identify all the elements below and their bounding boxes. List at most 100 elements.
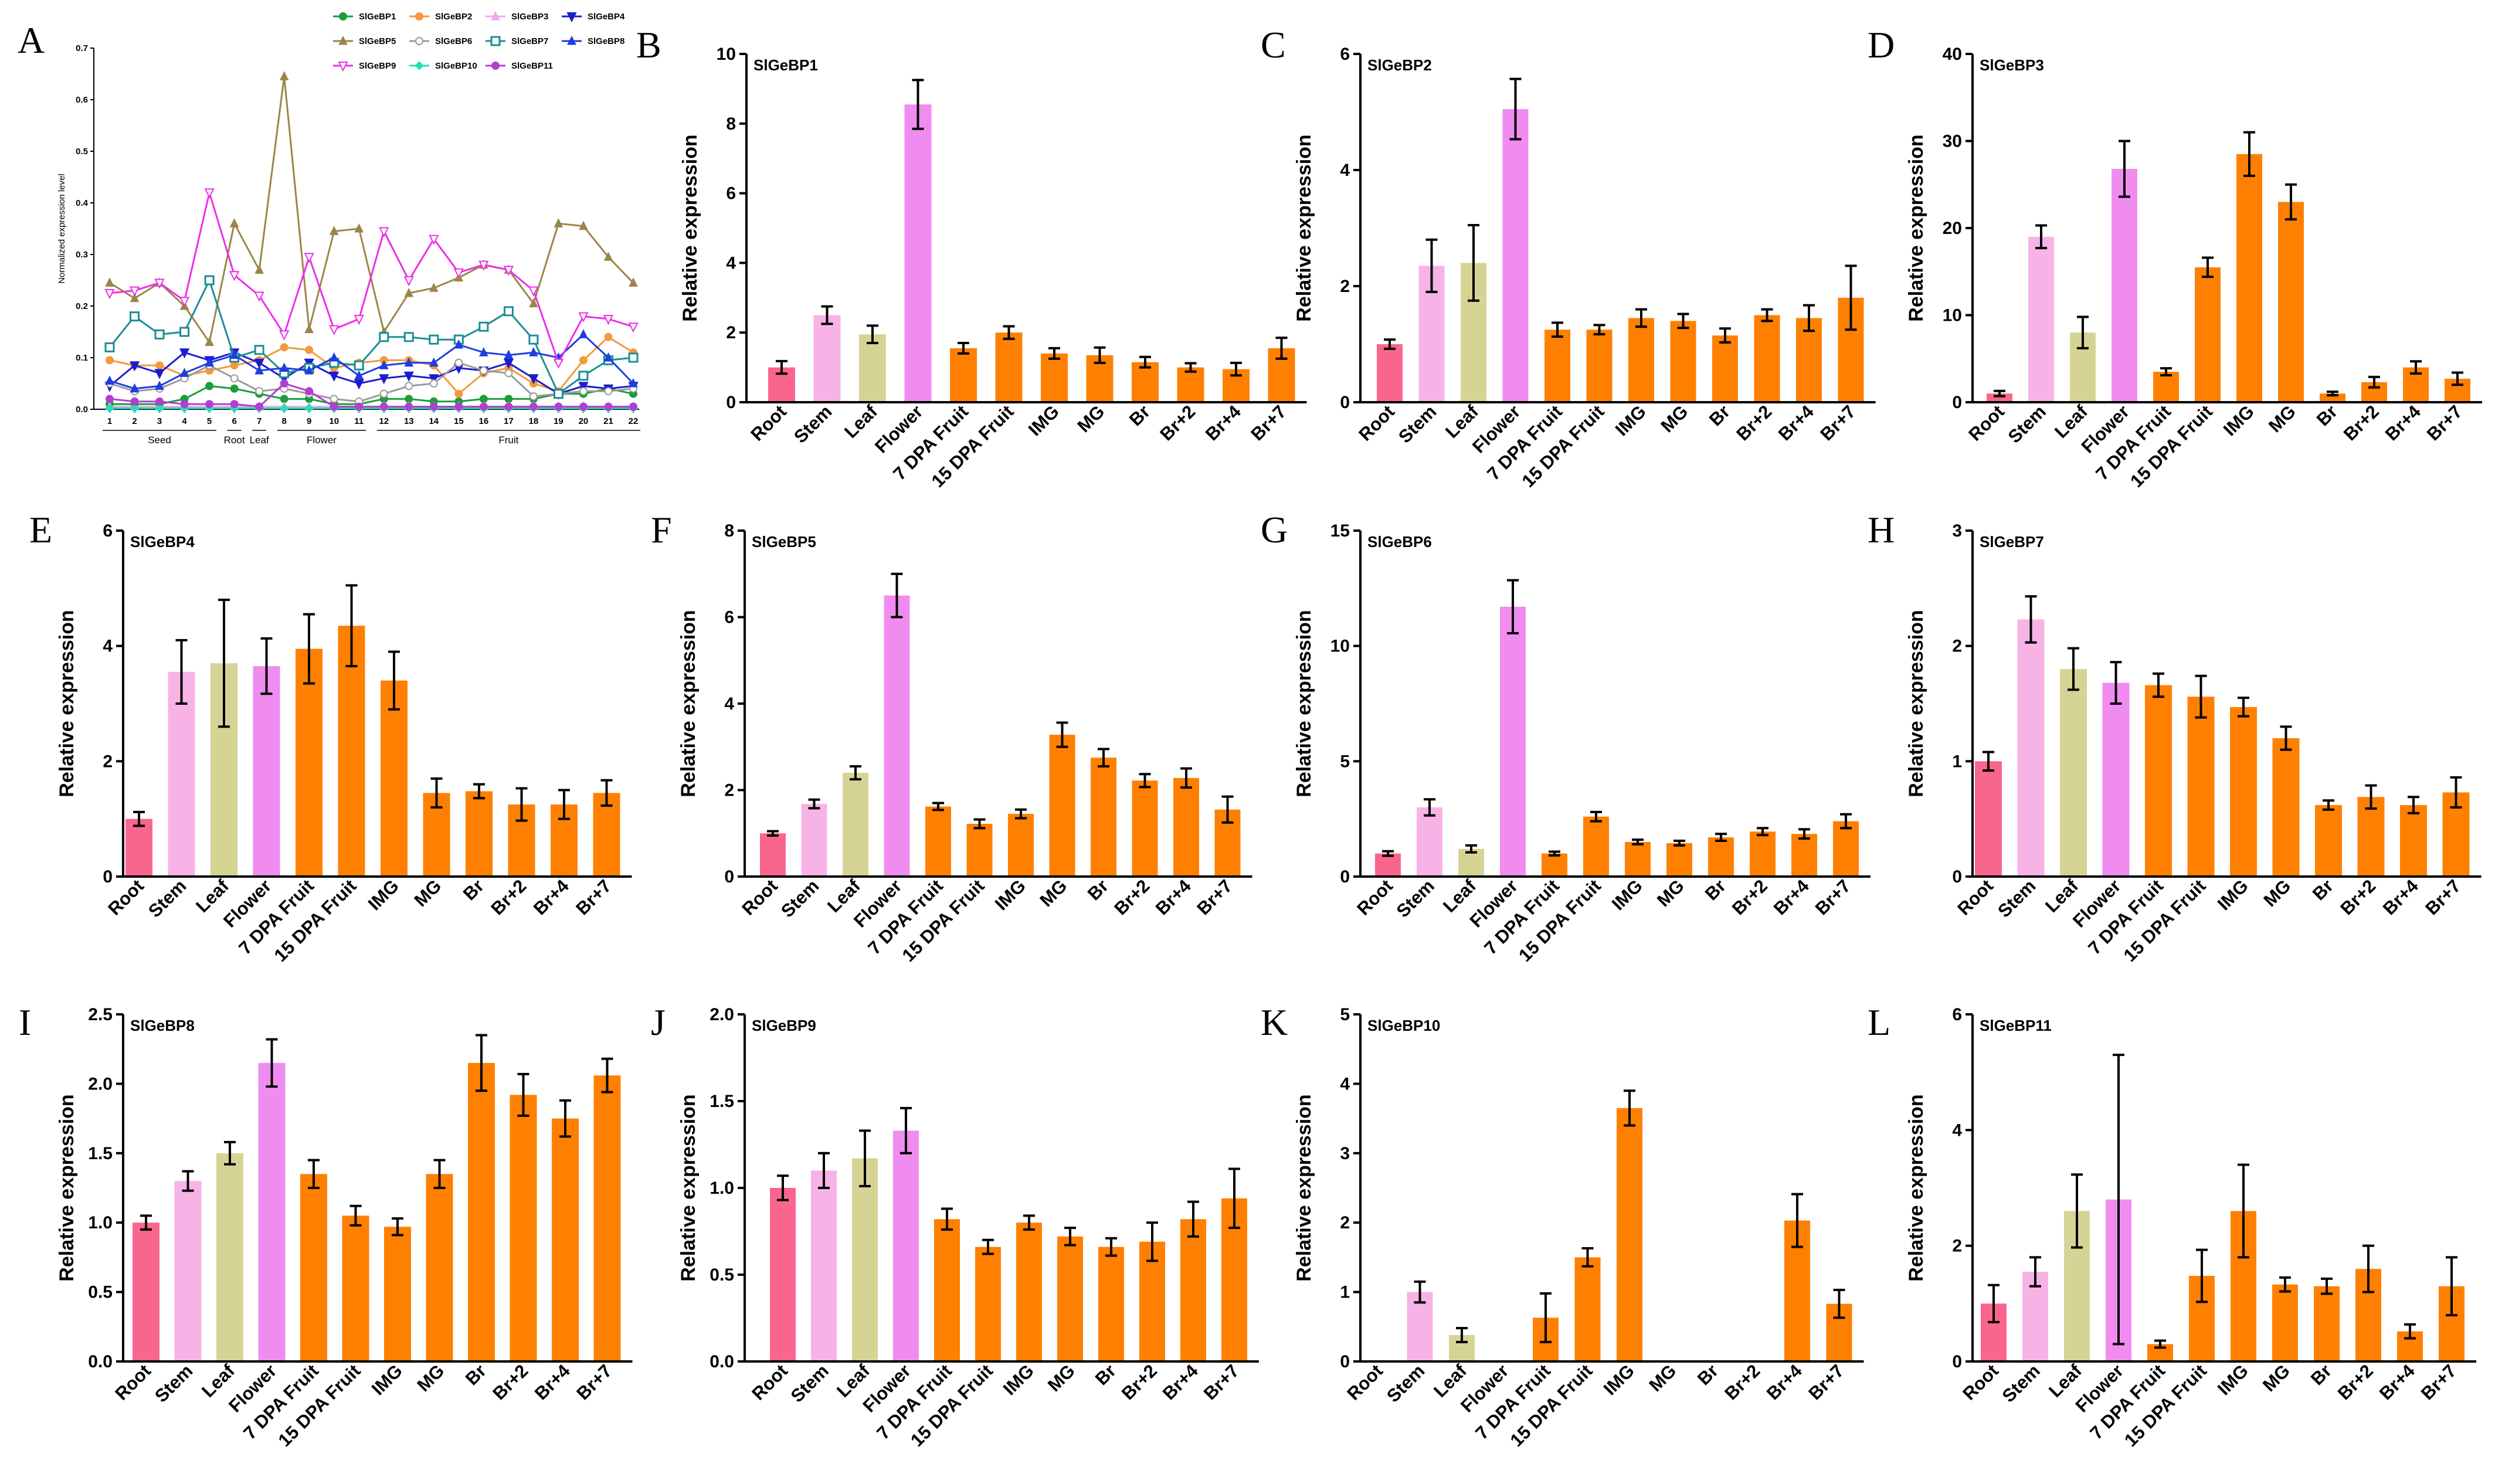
legend-label: SlGeBP7 xyxy=(511,36,548,46)
marker xyxy=(229,349,239,359)
marker xyxy=(529,298,538,308)
y-tick-label: 0.5 xyxy=(710,1265,734,1285)
series-slgebp5 xyxy=(105,71,638,347)
category-label: IMG xyxy=(1608,875,1647,914)
category-label: Br+2 xyxy=(1728,875,1771,919)
bar xyxy=(904,104,932,402)
panel-letter: I xyxy=(19,1001,31,1043)
legend-label: SlGeBP9 xyxy=(359,61,396,71)
series-line xyxy=(109,76,634,345)
marker xyxy=(304,403,314,413)
x-tick-label: 11 xyxy=(354,416,364,426)
marker xyxy=(429,235,439,245)
bar xyxy=(1754,315,1780,402)
bar xyxy=(174,1181,202,1361)
marker xyxy=(454,339,464,349)
y-tick-label: 5 xyxy=(1340,1005,1350,1024)
y-tick-label: 2.5 xyxy=(88,1005,113,1024)
marker xyxy=(329,226,339,235)
category-label: MG xyxy=(1036,875,1071,911)
category-label: Br xyxy=(1125,401,1154,430)
y-tick-label: 0.0 xyxy=(710,1352,734,1371)
x-tick-label: 22 xyxy=(629,416,639,426)
marker xyxy=(305,345,314,354)
bar xyxy=(1712,335,1738,402)
bar xyxy=(1796,318,1822,402)
legend-label: SlGeBP8 xyxy=(588,36,624,46)
bar xyxy=(1670,321,1696,402)
marker xyxy=(553,389,564,399)
category-label: Br xyxy=(459,875,488,904)
bar xyxy=(300,1174,327,1361)
y-tick-label: 0 xyxy=(1952,1352,1962,1371)
marker xyxy=(354,223,364,233)
category-label: Root xyxy=(1958,1360,2002,1404)
marker xyxy=(529,392,538,400)
marker xyxy=(454,402,463,411)
category-label: Br+7 xyxy=(1193,875,1236,919)
bar xyxy=(966,824,993,877)
marker xyxy=(230,361,239,370)
bar xyxy=(426,1174,453,1361)
x-tick-label: 20 xyxy=(579,416,589,426)
marker xyxy=(280,379,288,388)
marker xyxy=(403,332,414,342)
marker xyxy=(279,362,289,372)
group-label: Seed xyxy=(148,434,171,446)
category-label: Br xyxy=(1705,401,1734,430)
x-tick-label: 12 xyxy=(379,416,389,426)
marker xyxy=(154,369,165,379)
y-tick-label: 0.7 xyxy=(76,43,88,53)
bar xyxy=(593,793,620,877)
y-tick-label: 2 xyxy=(1952,1237,1962,1256)
bar xyxy=(1574,1257,1601,1361)
category-label: Br+7 xyxy=(1816,401,1859,444)
bar xyxy=(2195,267,2221,402)
category-label: Stem xyxy=(1393,875,1438,921)
bar xyxy=(801,804,827,877)
x-tick-label: 8 xyxy=(281,416,286,426)
y-tick-label: 3 xyxy=(1952,521,1962,541)
bar xyxy=(2060,669,2087,877)
marker xyxy=(553,358,564,369)
marker xyxy=(603,252,613,261)
y-tick-label: 20 xyxy=(1943,219,1962,238)
y-axis-label: Relative expression xyxy=(679,134,701,321)
y-tick-label: 2 xyxy=(1340,1213,1350,1232)
marker xyxy=(279,403,289,413)
bar xyxy=(2278,202,2304,402)
y-tick-label: 6 xyxy=(724,608,734,627)
panel-letter: L xyxy=(1868,1001,1890,1043)
category-label: MG xyxy=(1073,401,1108,436)
bar xyxy=(760,833,786,877)
category-label: Br+2 xyxy=(2340,401,2383,444)
x-tick-label: 6 xyxy=(232,416,236,426)
y-tick-label: 1 xyxy=(1340,1283,1350,1302)
bar xyxy=(2102,682,2130,877)
marker xyxy=(106,395,114,403)
panel-title: SlGeBP5 xyxy=(752,533,816,551)
marker xyxy=(130,293,140,303)
marker xyxy=(279,330,290,341)
marker xyxy=(179,348,190,359)
category-label: IMG xyxy=(999,1360,1038,1399)
bar xyxy=(1617,1108,1642,1361)
bar xyxy=(381,680,408,877)
category-label: Br xyxy=(1693,1360,1722,1389)
panel-letter: A xyxy=(18,19,45,61)
marker xyxy=(415,12,423,21)
marker xyxy=(130,397,139,406)
marker xyxy=(379,332,389,342)
bar xyxy=(1132,780,1158,877)
marker xyxy=(503,266,514,276)
category-label: Br+2 xyxy=(488,1360,532,1404)
marker xyxy=(554,402,563,411)
category-label: Br+2 xyxy=(1118,1360,1161,1404)
bar xyxy=(2153,372,2179,402)
y-tick-label: 1.0 xyxy=(710,1179,734,1198)
marker xyxy=(454,389,463,398)
marker xyxy=(254,291,264,302)
marker xyxy=(603,352,613,362)
series-line xyxy=(109,189,634,365)
y-tick-label: 0.0 xyxy=(76,405,88,415)
